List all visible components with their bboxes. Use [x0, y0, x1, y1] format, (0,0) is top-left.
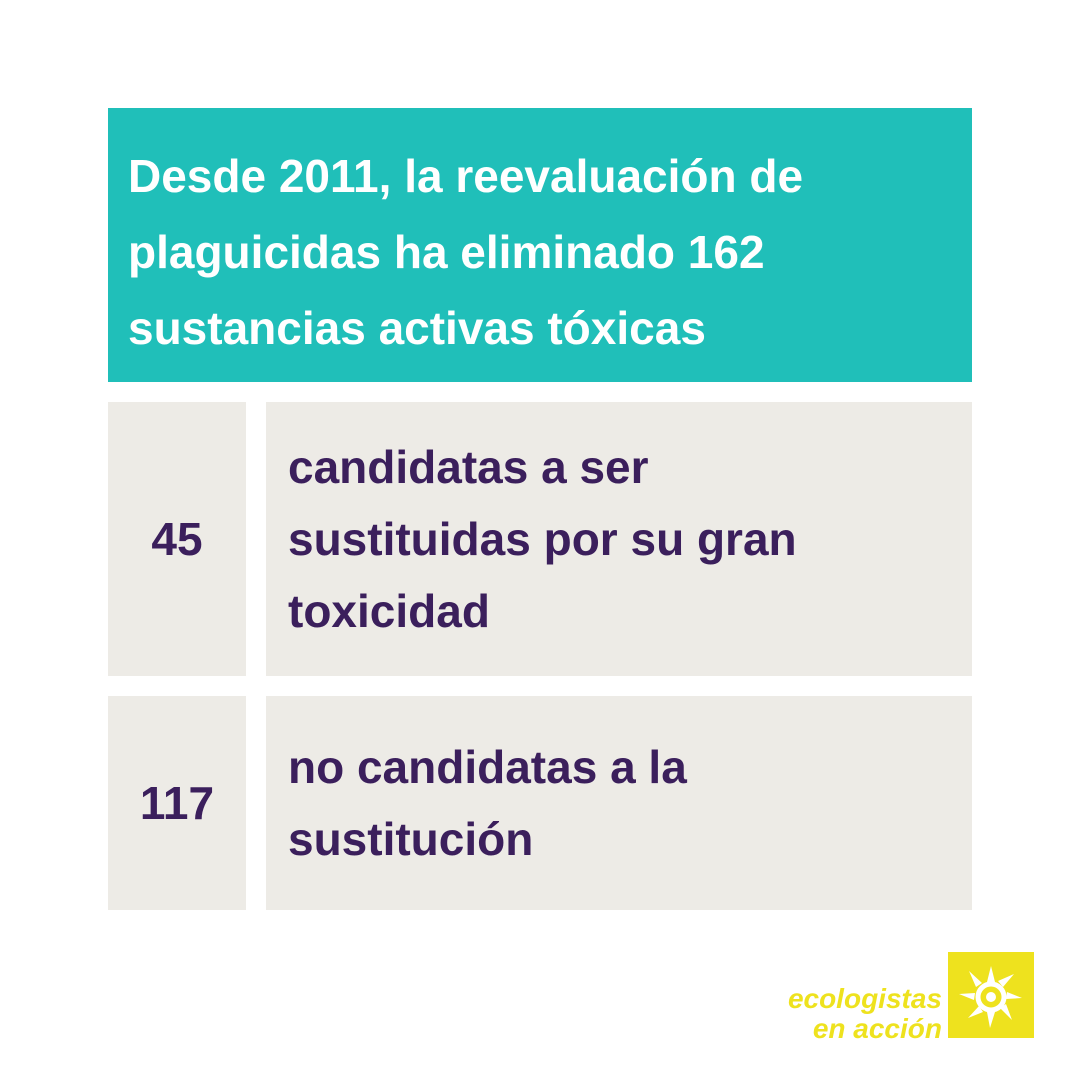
header-banner: Desde 2011, la reevaluación de plaguicid…	[108, 108, 972, 382]
row-description: no candidatas a la sustitución	[288, 741, 687, 865]
logo: ecologistas en acción	[780, 952, 1040, 1044]
row-description: candidatas a ser sustituidas por su gran…	[288, 441, 797, 637]
row-number-cell: 45	[108, 402, 246, 676]
row-description-cell: candidatas a ser sustituidas por su gran…	[266, 402, 972, 676]
row-description-cell: no candidatas a la sustitución	[266, 696, 972, 910]
row-number: 45	[151, 513, 203, 565]
sun-icon	[948, 952, 1034, 1038]
header-title: Desde 2011, la reevaluación de plaguicid…	[128, 150, 804, 354]
row-number: 117	[139, 777, 215, 829]
row-number-cell: 117	[108, 696, 246, 910]
logo-wordmark: ecologistas en acción	[787, 983, 942, 1044]
